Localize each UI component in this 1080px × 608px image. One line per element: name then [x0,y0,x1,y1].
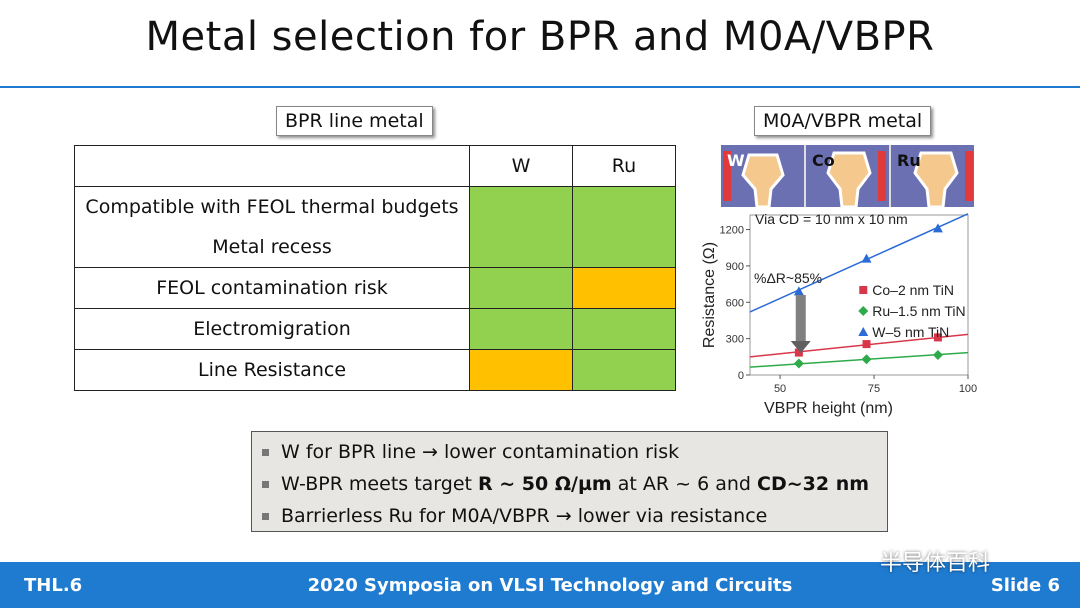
data-point [933,333,942,342]
tem-image-w: W [721,145,806,207]
bullet-item: Barrierless Ru for M0A/VBPR → lower via … [262,500,877,532]
legend-marker [859,286,868,294]
table-row-label: FEOL contamination risk [74,267,470,309]
table-row: Metal recess [74,227,676,268]
red-liner [723,151,731,201]
table-row: FEOL contamination risk [74,267,676,309]
bullet-item: W-BPR meets target R ~ 50 Ω/µm at AR ~ 6… [262,468,877,500]
comparison-table: W Ru Compatible with FEOL thermal budget… [74,145,676,391]
legend-label: W–5 nm TiN [872,324,949,340]
series-fit-line [749,333,969,358]
table-cell-ru [572,349,676,391]
y-tick-label: 0 [738,370,744,382]
x-tick-label: 50 [774,383,786,395]
data-point [861,253,872,263]
table-row-label: Compatible with FEOL thermal budgets [74,186,470,227]
legend-label: Ru–1.5 nm TiN [872,303,965,319]
x-tick-label: 100 [959,383,977,395]
data-point [793,286,804,296]
table-cell-w [469,186,573,268]
y-tick-label: 900 [726,261,744,273]
table-cell-ru [572,186,676,268]
bullet-marker-icon [262,448,269,456]
table-cell-w [469,308,573,350]
reduction-arrow-head [790,341,811,354]
m0a-vbpr-metal-label: M0A/VBPR metal [754,106,932,136]
data-point [794,348,803,357]
tem-image-co: Co [806,145,891,207]
data-point [861,354,872,365]
via-shape-icon [913,151,959,207]
y-axis-label: Resistance (Ω) [701,242,718,348]
table-row: Electromigration [74,308,676,350]
y-tick-label: 300 [726,334,744,346]
bullet-item: W for BPR line → lower contamination ris… [262,436,877,468]
via-shape-icon [741,153,785,207]
table-header-w: W [469,145,573,187]
tem-image-ru: Ru [891,145,974,207]
via-shape-icon [826,151,872,207]
table-header-blank [74,145,470,187]
x-axis-label: VBPR height (nm) [764,400,893,417]
bullet-marker-icon [262,480,269,488]
footer-bar: THL.6 2020 Symposia on VLSI Technology a… [0,562,1080,608]
legend-marker [858,327,869,336]
bullet-marker-icon [262,512,269,520]
table-cell-ru [572,267,676,309]
footer-session-id: THL.6 [24,575,83,596]
bullet-text: W for BPR line → lower contamination ris… [281,441,680,463]
tem-label-co: Co [812,151,835,170]
title-divider [0,86,1080,88]
legend-label: Co–2 nm TiN [872,282,954,298]
table-row: Line Resistance [74,349,676,391]
table-row-label: Electromigration [74,308,470,350]
tem-label-ru: Ru [897,151,921,170]
y-tick-label: 600 [726,297,744,309]
tem-label-w: W [727,151,745,170]
chart-annotation-delta-r: %ΔR~85% [754,270,822,286]
bullet-text: W-BPR meets target R ~ 50 Ω/µm at AR ~ 6… [281,473,870,495]
slide-title: Metal selection for BPR and M0A/VBPR [145,14,935,60]
table-cell-w [469,349,573,391]
table-cell-w [469,267,573,309]
resistance-chart-svg: 0 300 600 900 1200 50 75 100 Via CD = 10 nm x 10… [701,211,977,417]
table-row-label: Metal recess [74,227,470,268]
footer-slide-number: Slide 6 [990,575,1060,596]
table-row-label: Line Resistance [74,349,470,391]
bpr-line-metal-label: BPR line metal [276,106,433,136]
table-header-ru: Ru [572,145,676,187]
reduction-arrow-shaft [795,295,806,342]
red-liner [965,151,973,201]
x-tick-label: 75 [868,383,880,395]
data-point [932,350,943,360]
data-point [932,223,943,233]
series-fit-line [749,351,969,368]
resistance-chart: 0 300 600 900 1200 50 75 100 Via CD = 10 nm x 10… [700,205,980,420]
data-point [793,358,804,369]
series-fit-line [749,213,969,313]
tem-image-strip: W Co Ru [721,145,974,207]
y-tick-label: 1200 [720,225,744,237]
legend-marker [858,306,869,316]
table-cell-ru [572,308,676,350]
summary-box: W for BPR line → lower contamination ris… [251,431,888,532]
table-header-row: W Ru [74,145,676,187]
watermark-text: 半导体百科 [880,551,991,576]
data-point [862,340,871,349]
footer-conference: 2020 Symposia on VLSI Technology and Cir… [307,575,793,596]
bullet-text: Barrierless Ru for M0A/VBPR → lower via … [281,505,768,527]
chart-annotation-via-cd: Via CD = 10 nm x 10 nm [755,211,908,227]
red-liner [878,151,886,201]
table-row: Compatible with FEOL thermal budgets [74,186,676,268]
